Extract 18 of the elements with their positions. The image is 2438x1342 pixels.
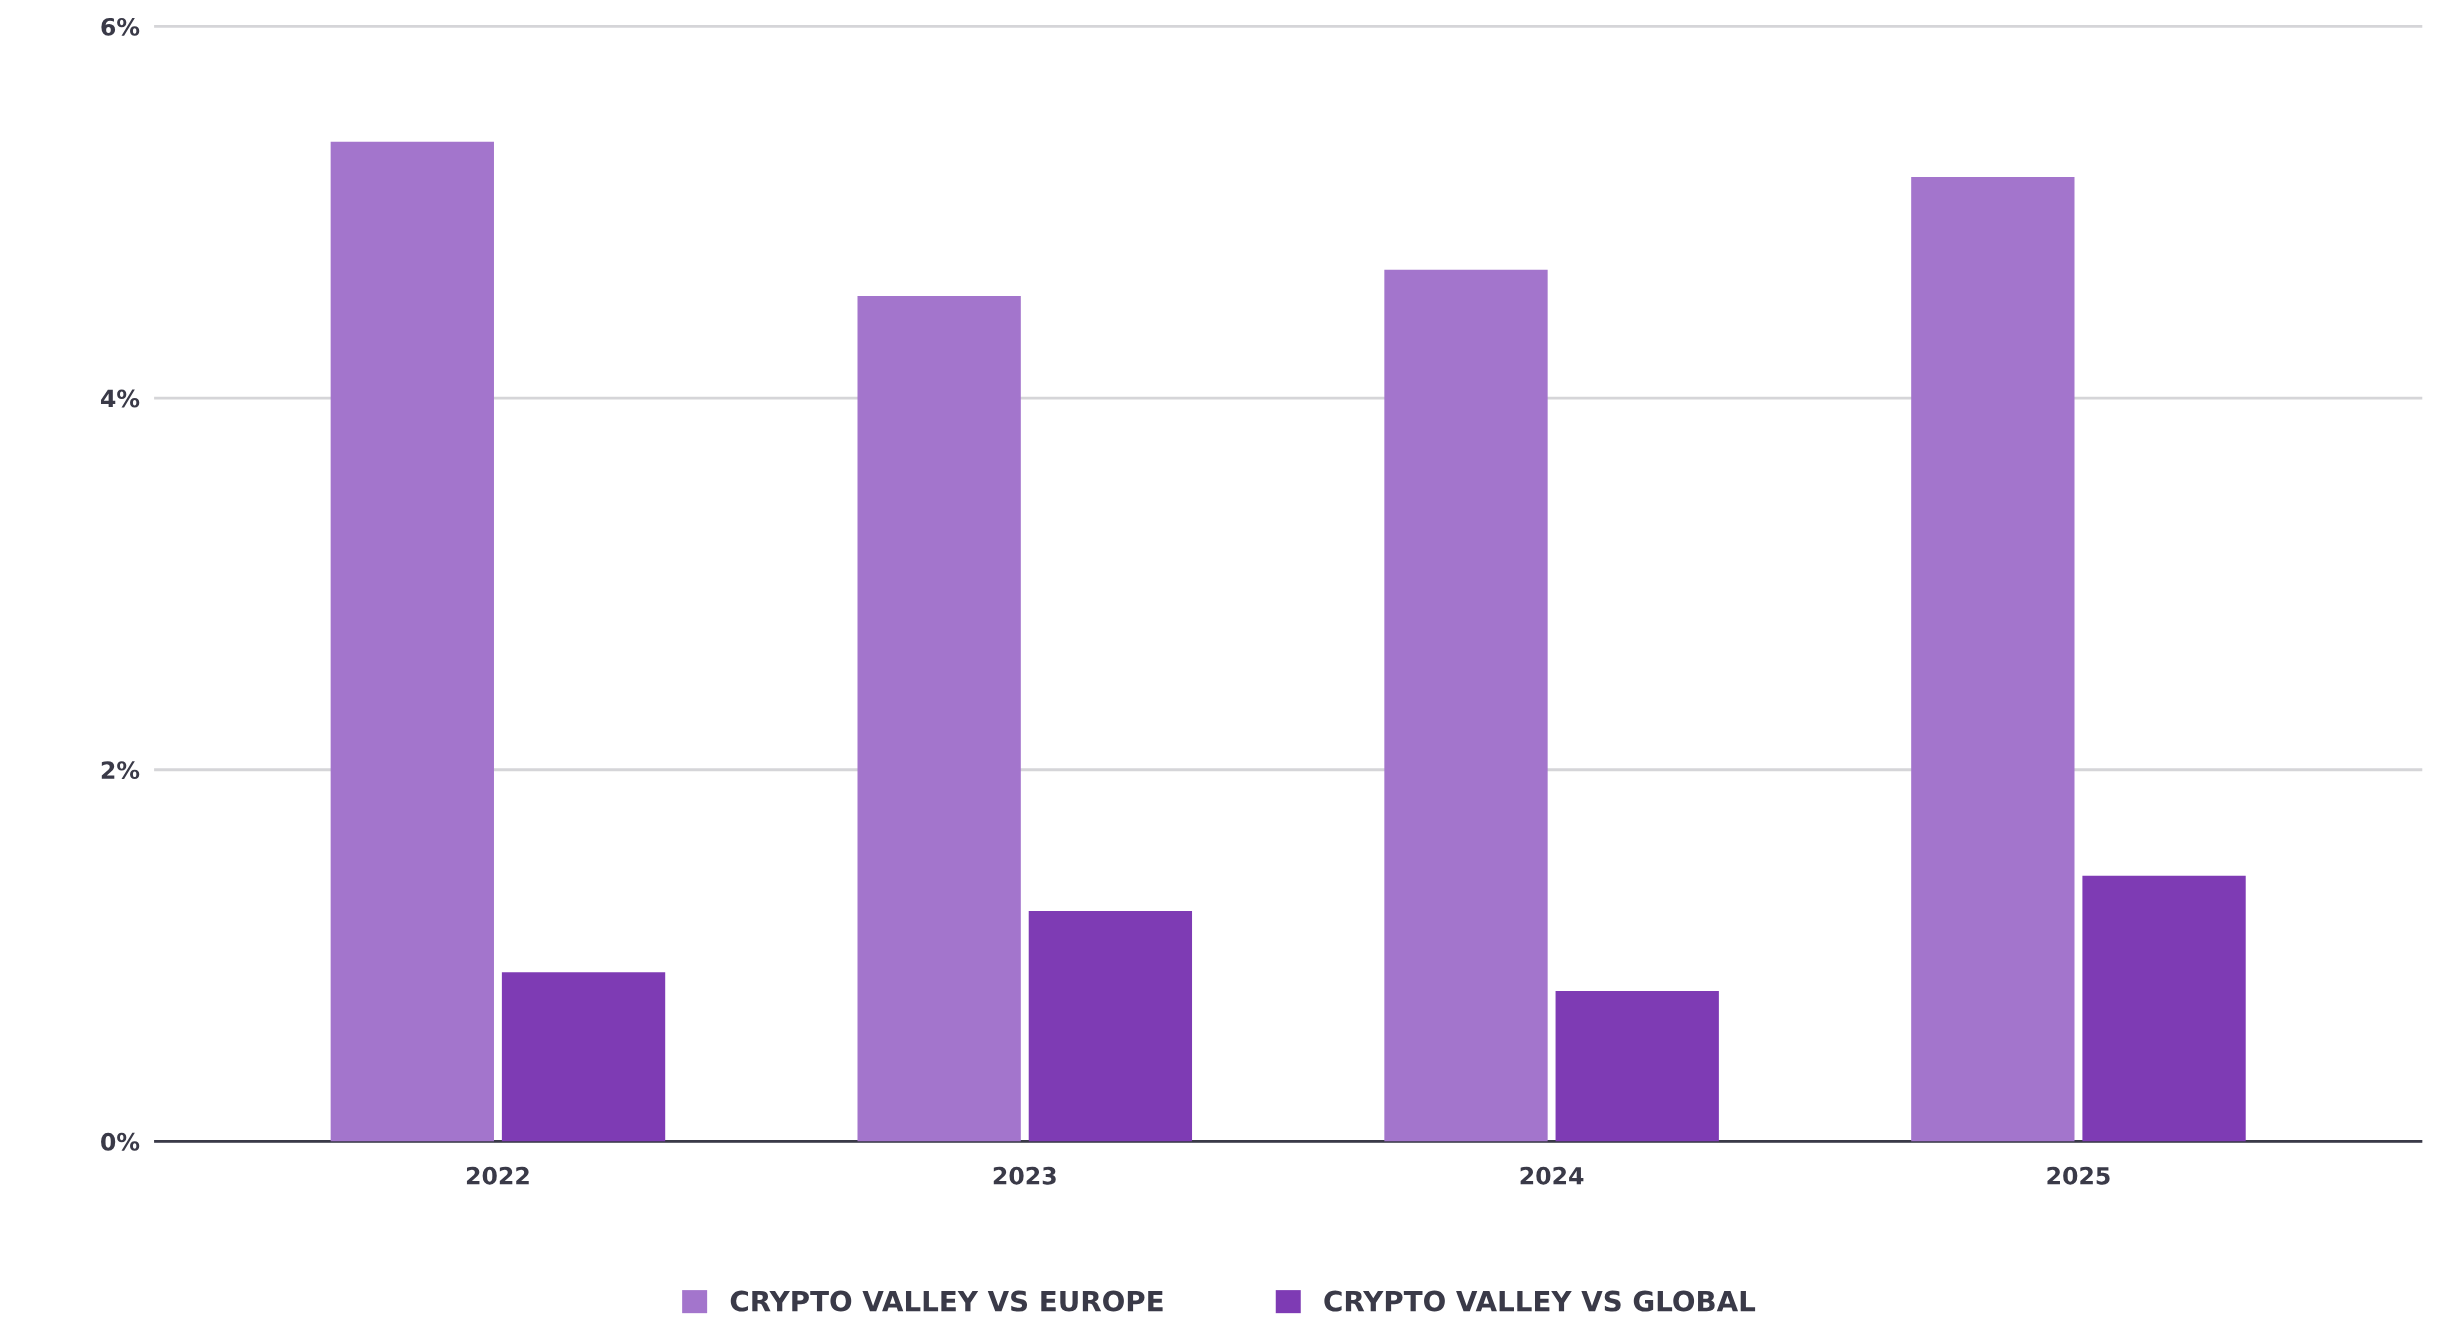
bar: [1028, 910, 1193, 1142]
x-tick-label: 2022: [466, 1166, 529, 1185]
x-tick-label: 2025: [2047, 1166, 2110, 1185]
bar: [501, 972, 666, 1142]
y-tick-label: 0%: [101, 1132, 140, 1151]
bar: [1911, 176, 2075, 1142]
legend-label: CRYPTO VALLEY VS GLOBAL: [1324, 1290, 1756, 1312]
bar: [1555, 990, 1719, 1142]
y-tick-label: 6%: [101, 17, 140, 36]
bar: [2082, 875, 2246, 1142]
bar: [330, 141, 494, 1142]
legend-label: CRYPTO VALLEY VS EUROPE: [730, 1290, 1163, 1312]
y-tick-label: 2%: [101, 761, 140, 780]
x-tick-label: 2023: [993, 1166, 1056, 1185]
x-tick-label: 2024: [1520, 1166, 1584, 1185]
y-tick-label: 4%: [100, 389, 140, 408]
bar: [857, 295, 1021, 1142]
bar: [1384, 269, 1548, 1142]
